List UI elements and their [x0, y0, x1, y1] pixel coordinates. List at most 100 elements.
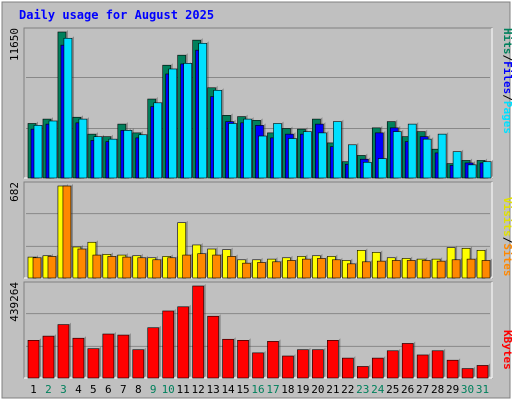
chart-title: Daily usage for August 2025 — [19, 8, 214, 22]
bar-kbytes-day-2 — [42, 335, 55, 379]
bar-pages-day-24 — [377, 158, 387, 179]
x-tick-label-day-9: 9 — [150, 383, 157, 396]
bar-pages-day-25 — [392, 131, 402, 179]
bar-shade-sites-day-27 — [430, 258, 433, 278]
bar-shade-kbytes-day-17 — [278, 339, 281, 378]
bar-kbytes-day-13 — [207, 315, 219, 379]
x-tick-label-day-31: 31 — [476, 383, 489, 396]
bar-shade-kbytes-day-7 — [128, 333, 131, 378]
bar-shade-sites-day-4 — [85, 246, 88, 278]
bar-kbytes-day-29 — [446, 359, 459, 379]
bar-shade-sites-day-13 — [220, 253, 223, 278]
bar-shade-kbytes-day-18 — [293, 354, 296, 378]
bar-pages-day-26 — [407, 123, 417, 179]
bar-sites-day-19 — [302, 258, 311, 279]
legend-visits: Visits — [501, 197, 512, 237]
x-tick-label-day-12: 12 — [192, 383, 205, 396]
bar-sites-day-31 — [481, 260, 491, 279]
bar-shade-kbytes-day-1 — [39, 338, 41, 378]
x-tick-label-day-28: 28 — [431, 383, 444, 396]
frame-shadow — [1, 1, 511, 399]
bar-pages-day-5 — [93, 136, 103, 179]
bar-kbytes-day-10 — [162, 310, 175, 379]
bar-sites-day-13 — [212, 254, 221, 279]
bar-shade-kbytes-day-27 — [428, 352, 431, 378]
x-axis-day-labels: 1 2 3 4 5 6 7 8 9 10 11 12 13 14 15 16 17 18 19 20 21 22 23 24 2… — [30, 383, 489, 396]
bar-pages-day-14 — [228, 123, 237, 179]
bar-pages-day-3 — [63, 37, 73, 179]
bar-shade-kbytes-day-16 — [263, 350, 266, 378]
bar-sites-day-28 — [436, 260, 446, 279]
bar-sites-day-25 — [391, 260, 401, 279]
legend-sep-2: / — [501, 94, 512, 101]
bar-sites-day-29 — [451, 259, 461, 279]
x-tick-label-day-7: 7 — [120, 383, 127, 396]
bar-sites-day-1 — [32, 257, 42, 279]
legend-middle: Visits/Sites — [501, 197, 512, 277]
bar-pages-day-29 — [452, 151, 462, 179]
bar-pages-day-12 — [198, 42, 207, 179]
legend-sep-3: / — [501, 237, 512, 244]
x-tick-label-day-27: 27 — [416, 383, 429, 396]
bar-kbytes-day-18 — [282, 355, 294, 379]
bar-kbytes-day-6 — [102, 333, 115, 379]
bar-pages-day-22 — [348, 144, 357, 179]
bar-pages-day-6 — [108, 138, 118, 179]
bar-kbytes-day-12 — [192, 285, 204, 379]
bar-shade-kbytes-day-5 — [98, 346, 101, 378]
x-tick-label-day-4: 4 — [75, 383, 82, 396]
bar-shade-sites-day-23 — [370, 259, 373, 278]
bar-sites-day-11 — [182, 254, 191, 279]
bar-shade-kbytes-day-28 — [443, 348, 446, 378]
bar-pages-day-4 — [78, 118, 88, 179]
bar-shade-sites-day-10 — [175, 255, 178, 278]
bar-shade-kbytes-day-6 — [113, 332, 116, 378]
bar-shade-kbytes-day-21 — [338, 338, 341, 378]
bar-pages-day-7 — [123, 130, 133, 179]
x-tick-label-day-8: 8 — [135, 383, 142, 396]
x-tick-label-day-22: 22 — [341, 383, 354, 396]
x-tick-label-day-10: 10 — [162, 383, 175, 396]
y-axis-max-label-kbytes: 439264 — [8, 282, 21, 322]
bar-shade-kbytes-day-22 — [353, 356, 356, 378]
bar-pages-day-11 — [183, 63, 192, 179]
legend-files: Files — [501, 61, 512, 94]
bar-shade-kbytes-day-15 — [248, 338, 251, 378]
legend-sites: Sites — [501, 243, 512, 276]
bar-shade-sites-day-9 — [160, 257, 163, 278]
bar-sites-day-3 — [62, 185, 72, 279]
bar-pages-day-19 — [303, 131, 312, 179]
legend-top: Hits/Files/Pages — [501, 28, 512, 134]
bar-pages-day-15 — [243, 118, 252, 179]
bar-shade-kbytes-day-30 — [473, 366, 476, 378]
bar-kbytes-day-4 — [72, 337, 85, 379]
x-tick-label-day-20: 20 — [311, 383, 324, 396]
x-tick-label-day-18: 18 — [281, 383, 294, 396]
bar-pages-day-23 — [362, 162, 372, 179]
x-tick-label-day-6: 6 — [105, 383, 112, 396]
bar-shade-kbytes-day-11 — [188, 304, 191, 378]
bar-sites-day-5 — [92, 254, 102, 279]
bar-sites-day-12 — [197, 253, 206, 279]
x-tick-label-day-19: 19 — [296, 383, 309, 396]
bar-shade-pages-day-31 — [491, 159, 494, 178]
bar-pages-day-16 — [258, 135, 267, 179]
bar-shade-kbytes-day-13 — [218, 314, 221, 378]
bar-shade-kbytes-day-26 — [413, 341, 416, 378]
legend-pages: Pages — [501, 101, 512, 134]
bar-kbytes-day-30 — [461, 368, 474, 379]
bar-shade-kbytes-day-3 — [68, 322, 71, 378]
y-axis-max-label-hits: 11650 — [8, 28, 21, 61]
bar-pages-day-21 — [333, 121, 342, 179]
bar-pages-day-30 — [467, 164, 477, 179]
bar-kbytes-day-31 — [476, 365, 489, 379]
bar-pages-day-13 — [213, 89, 222, 179]
bar-shade-kbytes-day-19 — [308, 347, 311, 378]
bar-shade-kbytes-day-2 — [53, 334, 56, 378]
bar-shade-kbytes-day-8 — [143, 347, 146, 378]
x-tick-label-day-30: 30 — [461, 383, 474, 396]
bar-shade-sites-day-8 — [145, 255, 148, 278]
x-tick-label-day-14: 14 — [221, 383, 235, 396]
bar-kbytes-day-7 — [117, 334, 130, 379]
